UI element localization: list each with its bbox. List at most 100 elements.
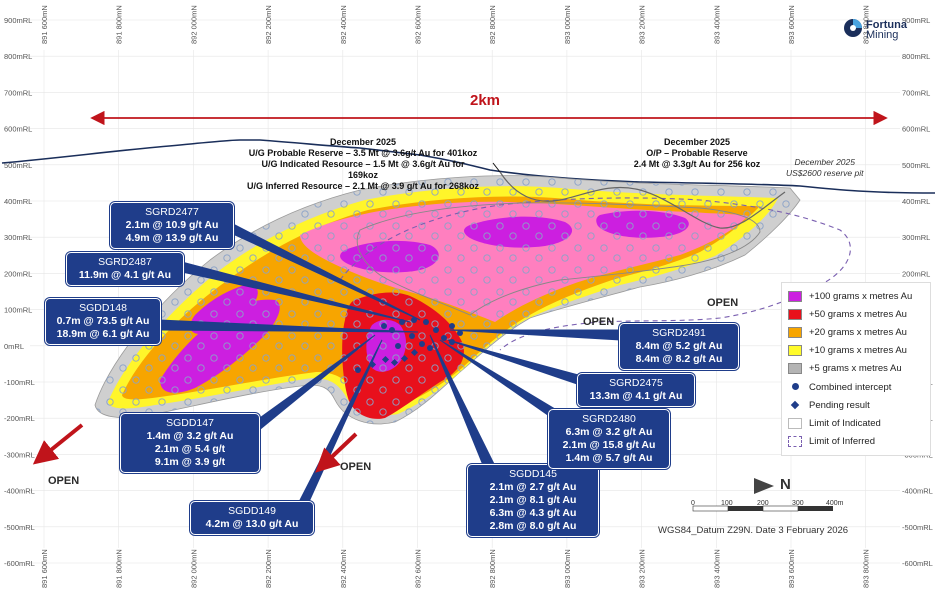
legend-item: +10 grams x metres Au	[788, 343, 907, 357]
intercept-line: 0.7m @ 73.5 g/t Au	[56, 315, 150, 327]
map-caption: WGS84_Datum Z29N. Date 3 February 2026	[658, 525, 849, 536]
legend-item: Limit of Inferred	[788, 434, 875, 448]
hole-id: SGDD145	[509, 468, 557, 480]
intercept-line: 2.8m @ 8.0 g/t Au	[489, 520, 577, 532]
northing-label: 892 400mN	[339, 549, 348, 588]
brand-line-2: Mining	[866, 29, 899, 41]
distance-label: 2km	[470, 92, 501, 109]
ug-line-3: U/G Inferred Resource – 2.1 Mt @ 3.9 g/t…	[246, 181, 479, 191]
legend: +100 grams x metres Au +50 grams x metre…	[781, 282, 931, 456]
rl-label: -400mRL	[4, 487, 35, 496]
limit-of-indicated	[356, 202, 761, 316]
rl-label: 900mRL	[902, 16, 930, 25]
intercept-line: 11.9m @ 4.1 g/t Au	[78, 269, 172, 281]
hole-id: SGDD147	[166, 417, 214, 429]
northing-label: 892 800mN	[488, 549, 497, 588]
legend-label: +10 grams x metres Au	[809, 344, 907, 356]
north-label: N	[780, 476, 791, 493]
legend-swatch	[788, 308, 802, 320]
rl-label: -100mRL	[4, 378, 35, 387]
op-label-leader	[492, 162, 501, 173]
callout-sgrd2480: SGRD2480 6.3m @ 3.2 g/t Au 2.1m @ 15.8 g…	[548, 409, 670, 469]
hole-id: SGDD148	[79, 302, 127, 314]
rl-label: 400mRL	[902, 197, 930, 206]
open-label-mid: OPEN	[583, 316, 615, 328]
legend-item: +100 grams x metres Au	[788, 289, 912, 303]
intercept-line: 6.3m @ 4.3 g/t Au	[489, 507, 577, 519]
intercept-line: 4.9m @ 13.9 g/t Au	[125, 232, 219, 244]
hole-id: SGRD2477	[145, 206, 199, 218]
legend-label: Limit of Inferred	[809, 435, 875, 447]
ug-line-1: U/G Probable Reserve – 3.5 Mt @ 3.6g/t A…	[248, 148, 478, 158]
legend-swatch	[788, 417, 802, 429]
rl-label: 800mRL	[4, 52, 32, 61]
legend-label: +100 grams x metres Au	[809, 290, 913, 302]
northing-label: 893 000mN	[563, 549, 572, 588]
brand-name: Fortuna Mining	[866, 19, 907, 41]
legend-swatch	[788, 290, 802, 302]
ug-resource-annotation: December 2025 U/G Probable Reserve – 3.5…	[246, 137, 480, 192]
callout-sgrd2475: SGRD2475 13.3m @ 4.1 g/t Au	[577, 373, 695, 407]
rl-label: 700mRL	[4, 88, 32, 97]
northing-label: 893 600mN	[787, 549, 796, 588]
callout-sgdd148: SGDD148 0.7m @ 73.5 g/t Au 18.9m @ 6.1 g…	[45, 298, 161, 345]
intercept-line: 6.3m @ 3.2 g/t Au	[565, 426, 653, 438]
op-line-1: O/P – Probable Reserve	[646, 148, 748, 158]
rl-label: -600mRL	[4, 559, 35, 568]
legend-item: +50 grams x metres Au	[788, 307, 907, 321]
diamond-icon	[788, 400, 802, 411]
northing-label: 892 000mN	[189, 549, 198, 588]
legend-label: +50 grams x metres Au	[809, 308, 907, 320]
northing-label: 892 800mN	[488, 5, 497, 44]
intercept-line: 2.1m @ 8.1 g/t Au	[489, 494, 577, 506]
open-label-east: OPEN	[707, 297, 739, 309]
rl-label: -600mRL	[902, 559, 933, 568]
north-arrow-icon	[754, 478, 774, 494]
hole-id: SGRD2487	[98, 256, 152, 268]
legend-item: +20 grams x metres Au	[788, 325, 907, 339]
northing-label: 893 200mN	[638, 549, 647, 588]
pending-markers	[368, 348, 419, 369]
rl-label: 0mRL	[4, 342, 24, 351]
intercept-line: 2.1m @ 5.4 g/t	[154, 443, 226, 455]
dot-icon	[788, 382, 802, 393]
rl-label: -200mRL	[4, 414, 35, 423]
rl-label: -300mRL	[4, 450, 35, 459]
rl-label: 300mRL	[902, 233, 930, 242]
brand-line-1: Fortuna	[866, 19, 907, 31]
hole-id: SGRD2480	[582, 413, 636, 425]
legend-label: Limit of Indicated	[809, 417, 881, 429]
topography-line	[1, 139, 936, 194]
callout-sgdd145: SGDD145 2.1m @ 2.7 g/t Au 2.1m @ 8.1 g/t…	[467, 464, 599, 537]
northing-label: 892 600mN	[414, 549, 423, 588]
legend-item: Pending result	[788, 398, 870, 412]
northing-label: 891 600mN	[40, 549, 49, 588]
legend-item: Combined intercept	[788, 380, 891, 394]
intercept-markers	[355, 317, 463, 373]
northing-label: 891 800mN	[115, 5, 124, 44]
callout-sgdd149: SGDD149 4.2m @ 13.0 g/t Au	[190, 501, 314, 535]
northing-label: 892 400mN	[339, 5, 348, 44]
intercept-line: 13.3m @ 4.1 g/t Au	[589, 390, 683, 402]
legend-label: +20 grams x metres Au	[809, 326, 907, 338]
intercept-line: 2.1m @ 2.7 g/t Au	[489, 481, 577, 493]
legend-swatch	[788, 362, 802, 374]
northing-label: 893 800mN	[862, 549, 871, 588]
legend-label: Combined intercept	[809, 381, 892, 393]
open-label-s: OPEN	[340, 461, 372, 473]
northing-label: 893 400mN	[712, 549, 721, 588]
northing-label: 893 800mN	[862, 5, 871, 44]
rl-label: 500mRL	[902, 161, 930, 170]
rl-label: 600mRL	[902, 125, 930, 134]
pit-annotation: December 2025 US$2600 reserve pit	[786, 157, 864, 179]
rl-label: 800mRL	[902, 52, 930, 61]
scale-tick-200: 200	[757, 500, 769, 507]
legend-item: Limit of Indicated	[788, 416, 881, 430]
intercept-line: 1.4m @ 5.7 g/t Au	[565, 452, 653, 464]
legend-swatch	[788, 326, 802, 338]
rl-label: 200mRL	[902, 269, 930, 278]
open-arrow-s	[315, 432, 358, 473]
intercept-line: 9.1m @ 3.9 g/t	[154, 456, 226, 468]
rl-label: 100mRL	[4, 306, 32, 315]
